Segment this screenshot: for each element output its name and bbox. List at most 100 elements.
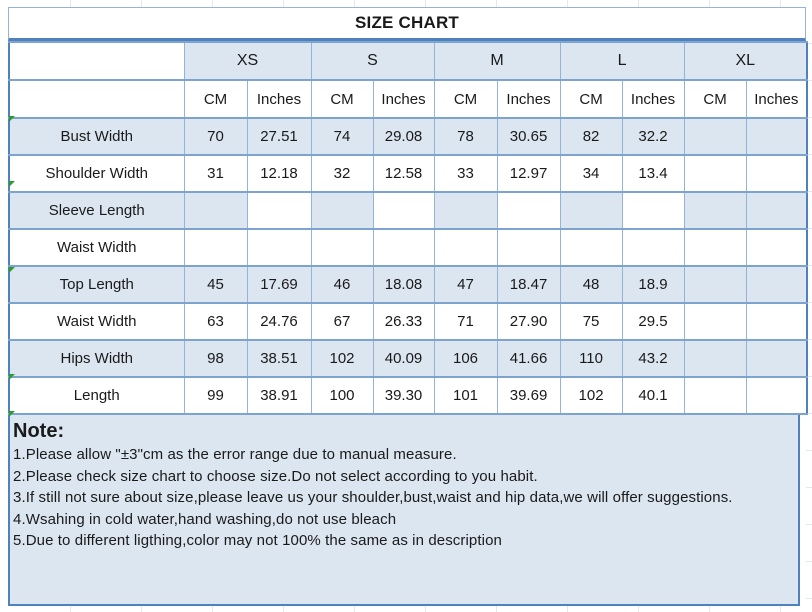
size-chart: SIZE CHART XS S M L XL	[8, 7, 809, 606]
size-value-cell: 18.9	[621, 265, 685, 304]
size-value-cell	[183, 191, 248, 230]
unit-inches-m: Inches	[496, 79, 561, 119]
size-value-cell: 13.4	[621, 154, 685, 193]
row-label: Sleeve Length	[8, 191, 185, 230]
size-value-cell: 63	[183, 302, 248, 341]
size-value-cell: 38.51	[246, 339, 312, 378]
cell-error-indicator-icon	[9, 374, 15, 380]
size-value-cell: 71	[433, 302, 498, 341]
size-value-cell	[310, 191, 374, 230]
size-value-cell	[745, 339, 808, 378]
size-table: XS S M L XL CM Inches CM Inches CM Inche…	[8, 41, 809, 415]
unit-inches-xs: Inches	[246, 79, 312, 119]
size-value-cell: 12.58	[372, 154, 435, 193]
size-value-cell	[745, 302, 808, 341]
size-value-cell: 39.30	[372, 376, 435, 415]
unit-inches-xl: Inches	[745, 79, 808, 119]
size-value-cell	[745, 376, 808, 415]
size-value-cell: 102	[310, 339, 374, 378]
size-value-cell: 32	[310, 154, 374, 193]
size-value-cell: 47	[433, 265, 498, 304]
size-header-l: L	[559, 41, 685, 81]
size-value-cell: 75	[559, 302, 623, 341]
size-value-cell: 100	[310, 376, 374, 415]
size-value-cell: 46	[310, 265, 374, 304]
size-value-cell	[683, 265, 747, 304]
size-value-cell: 110	[559, 339, 623, 378]
unit-cm-l: CM	[559, 79, 623, 119]
size-value-cell: 27.51	[246, 117, 312, 156]
size-value-cell: 40.1	[621, 376, 685, 415]
size-value-cell	[496, 228, 561, 267]
size-value-cell: 34	[559, 154, 623, 193]
size-value-cell: 41.66	[496, 339, 561, 378]
size-value-cell: 18.47	[496, 265, 561, 304]
table-row: Length 99 38.91 100 39.30 101 39.69 102 40.1	[8, 376, 808, 415]
size-value-cell	[745, 154, 808, 193]
size-value-cell: 26.33	[372, 302, 435, 341]
table-row: Waist Width 63 24.76 67 26.33 71 27.90 75 29.5	[8, 302, 808, 341]
size-value-cell	[683, 302, 747, 341]
size-value-cell: 82	[559, 117, 623, 156]
size-table-body: Bust Width 70 27.51 74 29.08 78 30.65 82 32.2 Sho…	[8, 117, 808, 415]
size-value-cell: 33	[433, 154, 498, 193]
size-value-cell: 31	[183, 154, 248, 193]
note-line-4: 4.Wsahing in cold water,hand washing,do …	[13, 510, 397, 528]
cell-error-indicator-icon	[9, 181, 15, 187]
size-header-s: S	[310, 41, 435, 81]
size-value-cell	[559, 228, 623, 267]
size-value-cell: 18.08	[372, 265, 435, 304]
size-value-cell: 29.08	[372, 117, 435, 156]
size-value-cell: 27.90	[496, 302, 561, 341]
size-value-cell: 98	[183, 339, 248, 378]
size-value-cell: 74	[310, 117, 374, 156]
unit-cm-s: CM	[310, 79, 374, 119]
table-row: Top Length 45 17.69 46 18.08 47 18.47 48 18.9	[8, 265, 808, 304]
note-line-2: 2.Please check size chart to choose size…	[13, 467, 538, 485]
size-value-cell	[559, 191, 623, 230]
size-value-cell	[683, 228, 747, 267]
row-label: Bust Width	[8, 117, 185, 156]
size-header-corner-cell	[8, 41, 185, 81]
size-value-cell	[246, 191, 312, 230]
row-label: Waist Width	[8, 302, 185, 341]
table-row: Hips Width 98 38.51 102 40.09 106 41.66 110 43.2	[8, 339, 808, 378]
size-value-cell: 38.91	[246, 376, 312, 415]
size-value-cell: 106	[433, 339, 498, 378]
size-value-cell: 39.69	[496, 376, 561, 415]
note-line-1: 1.Please allow "±3"cm as the error range…	[13, 446, 457, 463]
size-header-m: M	[433, 41, 561, 81]
size-value-cell: 45	[183, 265, 248, 304]
table-row: Sleeve Length	[8, 191, 808, 230]
size-value-cell	[310, 228, 374, 267]
cell-error-indicator-icon	[9, 411, 15, 417]
size-value-cell: 12.97	[496, 154, 561, 193]
row-label: Waist Width	[8, 228, 185, 267]
unit-header-corner-cell	[8, 79, 185, 119]
size-value-cell	[745, 117, 808, 156]
unit-inches-s: Inches	[372, 79, 435, 119]
size-value-cell: 99	[183, 376, 248, 415]
size-value-cell: 43.2	[621, 339, 685, 378]
size-value-cell: 32.2	[621, 117, 685, 156]
size-value-cell	[372, 228, 435, 267]
table-row: Bust Width 70 27.51 74 29.08 78 30.65 82 32.2	[8, 117, 808, 156]
note-box: Note: 1.Please allow "±3"cm as the error…	[8, 415, 800, 606]
size-header-xl: XL	[683, 41, 808, 81]
row-label: Shoulder Width	[8, 154, 185, 193]
size-value-cell	[745, 191, 808, 230]
size-value-cell	[683, 154, 747, 193]
size-value-cell	[433, 228, 498, 267]
note-line-5: 5.Due to different ligthing,color may no…	[13, 532, 502, 550]
unit-header-row: CM Inches CM Inches CM Inches CM Inches …	[8, 79, 808, 119]
row-label: Length	[8, 376, 185, 415]
margin-gridlines-bottom	[0, 605, 812, 612]
size-value-cell	[496, 191, 561, 230]
size-value-cell	[683, 339, 747, 378]
size-header-row: XS S M L XL	[8, 41, 808, 81]
size-value-cell: 12.18	[246, 154, 312, 193]
size-value-cell	[745, 228, 808, 267]
size-value-cell	[372, 191, 435, 230]
cell-error-indicator-icon	[9, 116, 15, 122]
size-value-cell	[621, 191, 685, 230]
